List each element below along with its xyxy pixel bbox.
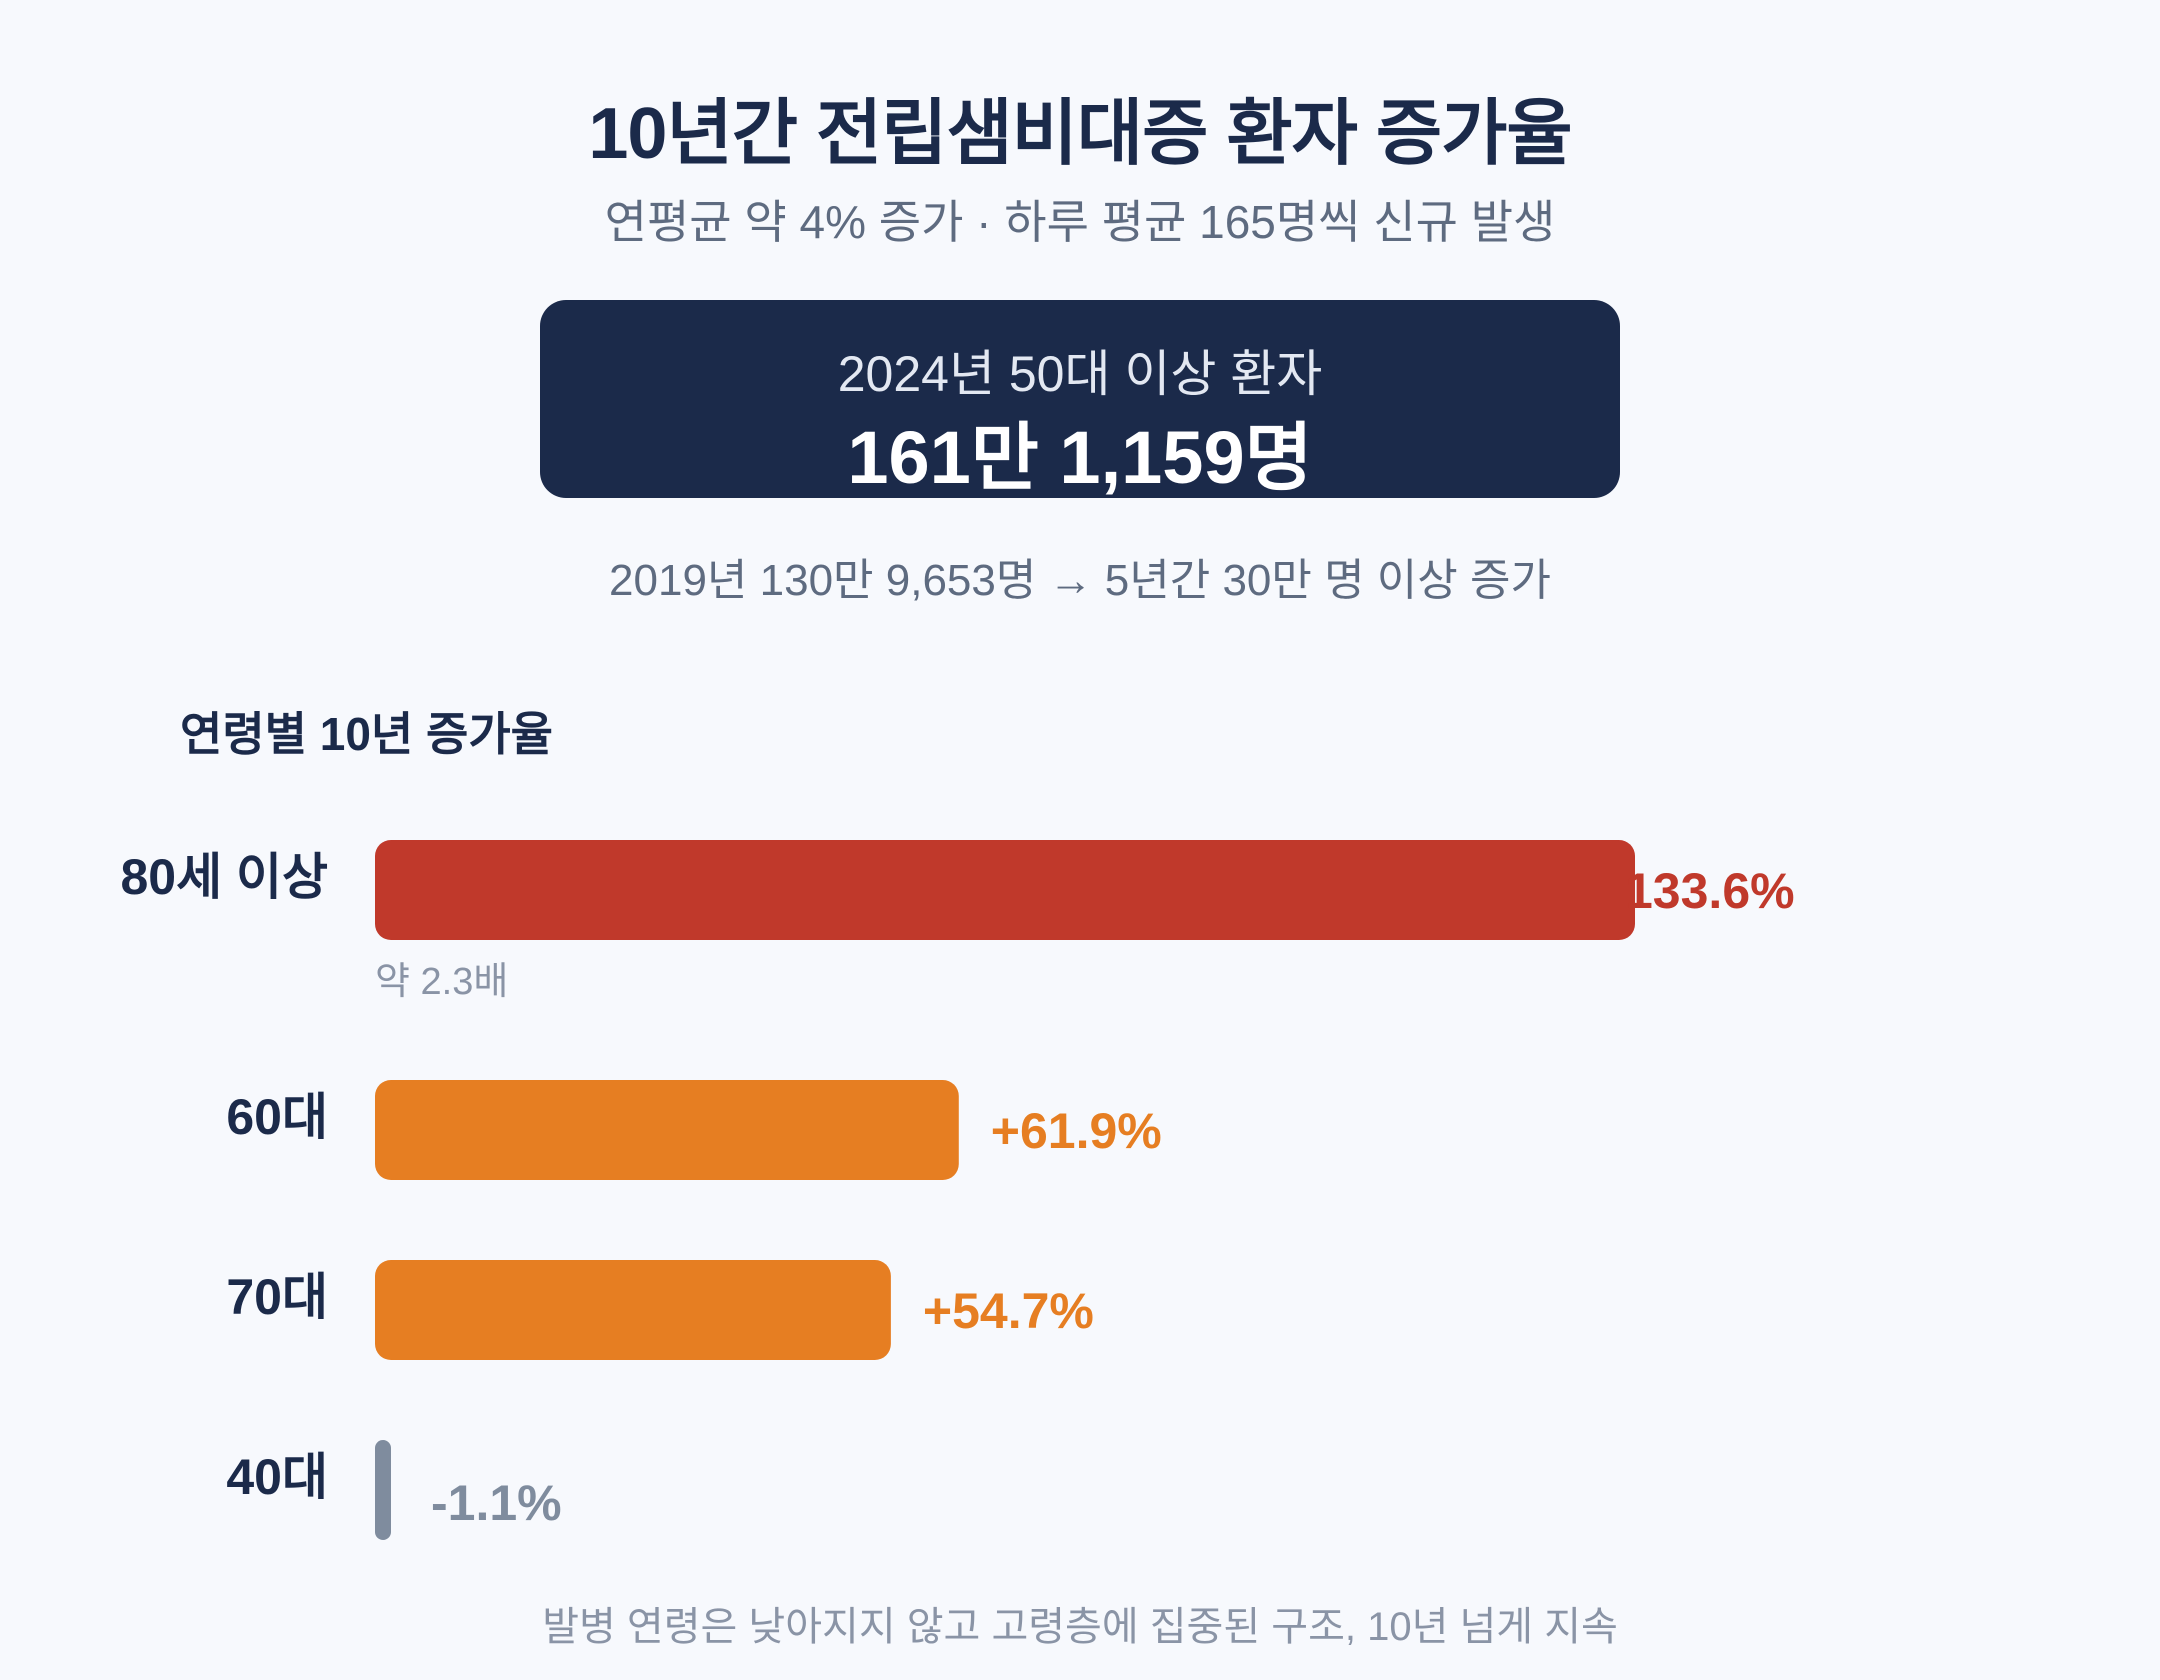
highlight-card: 2024년 50대 이상 환자 161만 1,159명 (540, 300, 1620, 499)
value-label-0: 133.6% (1625, 863, 1795, 919)
footnote: 발병 연령은 낮아지지 않고 고령층에 집중된 구조, 10년 넘게 지속 (542, 1605, 1618, 1649)
bar-3 (375, 1440, 391, 1540)
comparison-text: 2019년 130만 9,653명 → 5년간 30만 명 이상 증가 (609, 556, 1551, 605)
value-label-3: -1.1% (431, 1475, 562, 1531)
category-label-0: 80세 이상 (120, 849, 328, 905)
highlight-value: 161만 1,159명 (847, 416, 1313, 499)
category-label-1: 60대 (226, 1089, 328, 1145)
annotation-0: 약 2.3배 (375, 961, 508, 1003)
chart-title: 연령별 10년 증가율 (180, 708, 553, 760)
bar-1 (375, 1080, 959, 1180)
page-title: 10년간 전립샘비대증 환자 증가율 (588, 94, 1572, 174)
value-label-1: +61.9% (991, 1103, 1162, 1159)
category-label-2: 70대 (226, 1269, 328, 1325)
category-label-3: 40대 (226, 1449, 328, 1505)
page-subtitle: 연평균 약 4% 증가 · 하루 평균 165명씩 신규 발생 (604, 196, 1556, 248)
bar-0 (375, 840, 1635, 940)
value-label-2: +54.7% (923, 1283, 1094, 1339)
highlight-label: 2024년 50대 이상 환자 (837, 346, 1323, 402)
bar-2 (375, 1260, 891, 1360)
